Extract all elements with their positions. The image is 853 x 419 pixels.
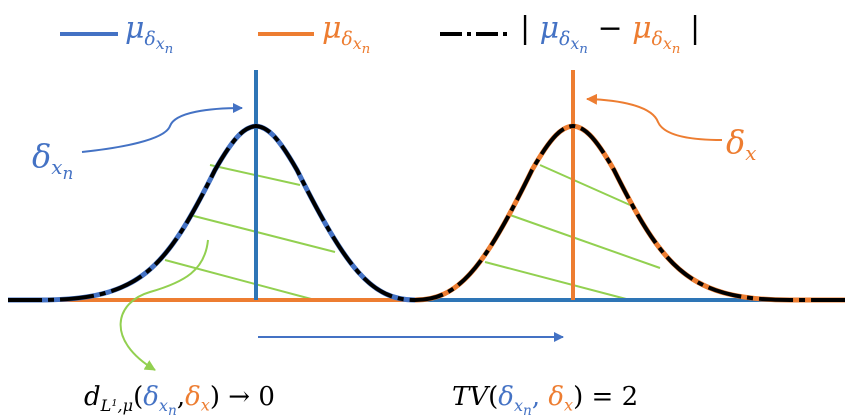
formula-tv-eq: = 2 bbox=[583, 382, 639, 412]
formula-d-L: L bbox=[100, 395, 112, 415]
formula-d-delta1-sym: δ bbox=[143, 382, 159, 412]
arrow-delta-xn bbox=[81, 103, 243, 153]
formula-tv-comma: , bbox=[531, 382, 549, 412]
formula-d-delta1-n: n bbox=[168, 402, 177, 419]
formula-total-variation: TV(δxn, δx) = 2 bbox=[452, 384, 638, 418]
legend-diff-a: μδxn bbox=[539, 11, 588, 57]
arrow-delta-x bbox=[586, 93, 723, 141]
legend-blue-n: n bbox=[164, 42, 174, 58]
legend-diff-a-delta: δ bbox=[559, 28, 571, 50]
formula-d-mu: ,μ bbox=[117, 395, 134, 415]
formula-tv-delta1: δxn bbox=[498, 382, 532, 418]
legend-diff-b-x: x bbox=[662, 34, 672, 54]
legend-diff-a-x: x bbox=[570, 34, 580, 54]
formula-tv-delta2: δx bbox=[548, 382, 574, 415]
arrow-green-curved bbox=[119, 239, 209, 371]
legend-blue-delta: δ bbox=[144, 28, 156, 50]
legend-minus: − bbox=[597, 11, 623, 46]
label-delta-xn: δxn bbox=[32, 140, 73, 182]
legend-orange-n: n bbox=[361, 42, 371, 58]
formula-l1-distance: dL1,μ(δxn,δx) → 0 bbox=[84, 384, 275, 418]
label-delta-x-delta: δ bbox=[726, 123, 746, 161]
hatch-line bbox=[484, 261, 631, 301]
legend-diff-a-mu: μ bbox=[539, 11, 560, 46]
formula-d-arrow: → 0 bbox=[220, 382, 275, 412]
legend-orange-label: μδxn bbox=[322, 14, 370, 57]
legend-diff-b: μδxn bbox=[632, 11, 680, 57]
label-delta-xn-n: n bbox=[62, 162, 74, 183]
formula-tv-delta1-sym: δ bbox=[498, 382, 514, 412]
formula-tv-delta1-x: x bbox=[513, 395, 524, 415]
formula-d-close: ) bbox=[209, 382, 221, 412]
formula-d-delta1-x: x bbox=[158, 395, 169, 415]
label-delta-x: δx bbox=[726, 126, 756, 164]
formula-d-delta1: δxn bbox=[143, 382, 177, 418]
formula-tv: TV bbox=[452, 382, 489, 412]
hatch-line bbox=[509, 214, 661, 269]
formula-d: d bbox=[84, 382, 101, 412]
legend-orange-mu: μ bbox=[322, 11, 342, 46]
label-delta-x-x: x bbox=[745, 141, 757, 165]
legend-abs-bar-left: | bbox=[520, 11, 531, 46]
legend-abs-bar-right: | bbox=[690, 11, 701, 46]
difference-curve bbox=[8, 123, 845, 303]
legend-blue-mu: μ bbox=[125, 11, 145, 46]
legend-difference-label: | μδxn − μδxn | bbox=[520, 14, 700, 57]
formula-tv-delta2-sym: δ bbox=[548, 382, 565, 412]
formula-d-1: 1 bbox=[111, 397, 118, 409]
legend-diff-b-mu: μ bbox=[632, 11, 652, 46]
formula-d-delta2-sym: δ bbox=[185, 382, 201, 412]
label-delta-xn-x: x bbox=[51, 155, 63, 179]
legend-diff-a-n: n bbox=[579, 42, 588, 58]
label-delta-xn-delta: δ bbox=[32, 137, 52, 175]
hatch-line bbox=[539, 164, 631, 206]
formula-d-delta2: δx bbox=[185, 382, 210, 415]
formula-tv-close: ) bbox=[573, 382, 584, 412]
hatch-lines bbox=[164, 164, 661, 301]
formula-d-comma: , bbox=[176, 382, 186, 412]
formula-tv-delta2-x: x bbox=[564, 395, 574, 415]
hatch-line bbox=[164, 259, 316, 301]
formula-d-delta2-x: x bbox=[200, 395, 210, 415]
hatch-line bbox=[189, 214, 336, 253]
formula-tv-delta1-n: n bbox=[523, 402, 532, 419]
formula-tv-open: ( bbox=[488, 382, 499, 412]
legend-blue-label: μδxn bbox=[125, 14, 173, 57]
legend-diff-b-delta: δ bbox=[651, 28, 663, 50]
legend-orange-x: x bbox=[352, 34, 362, 54]
legend-diff-b-n: n bbox=[671, 42, 681, 58]
legend-orange-delta: δ bbox=[341, 28, 353, 50]
legend-blue-x: x bbox=[155, 34, 165, 54]
bump-right-orange bbox=[414, 123, 845, 303]
formula-d-open: ( bbox=[133, 382, 144, 412]
